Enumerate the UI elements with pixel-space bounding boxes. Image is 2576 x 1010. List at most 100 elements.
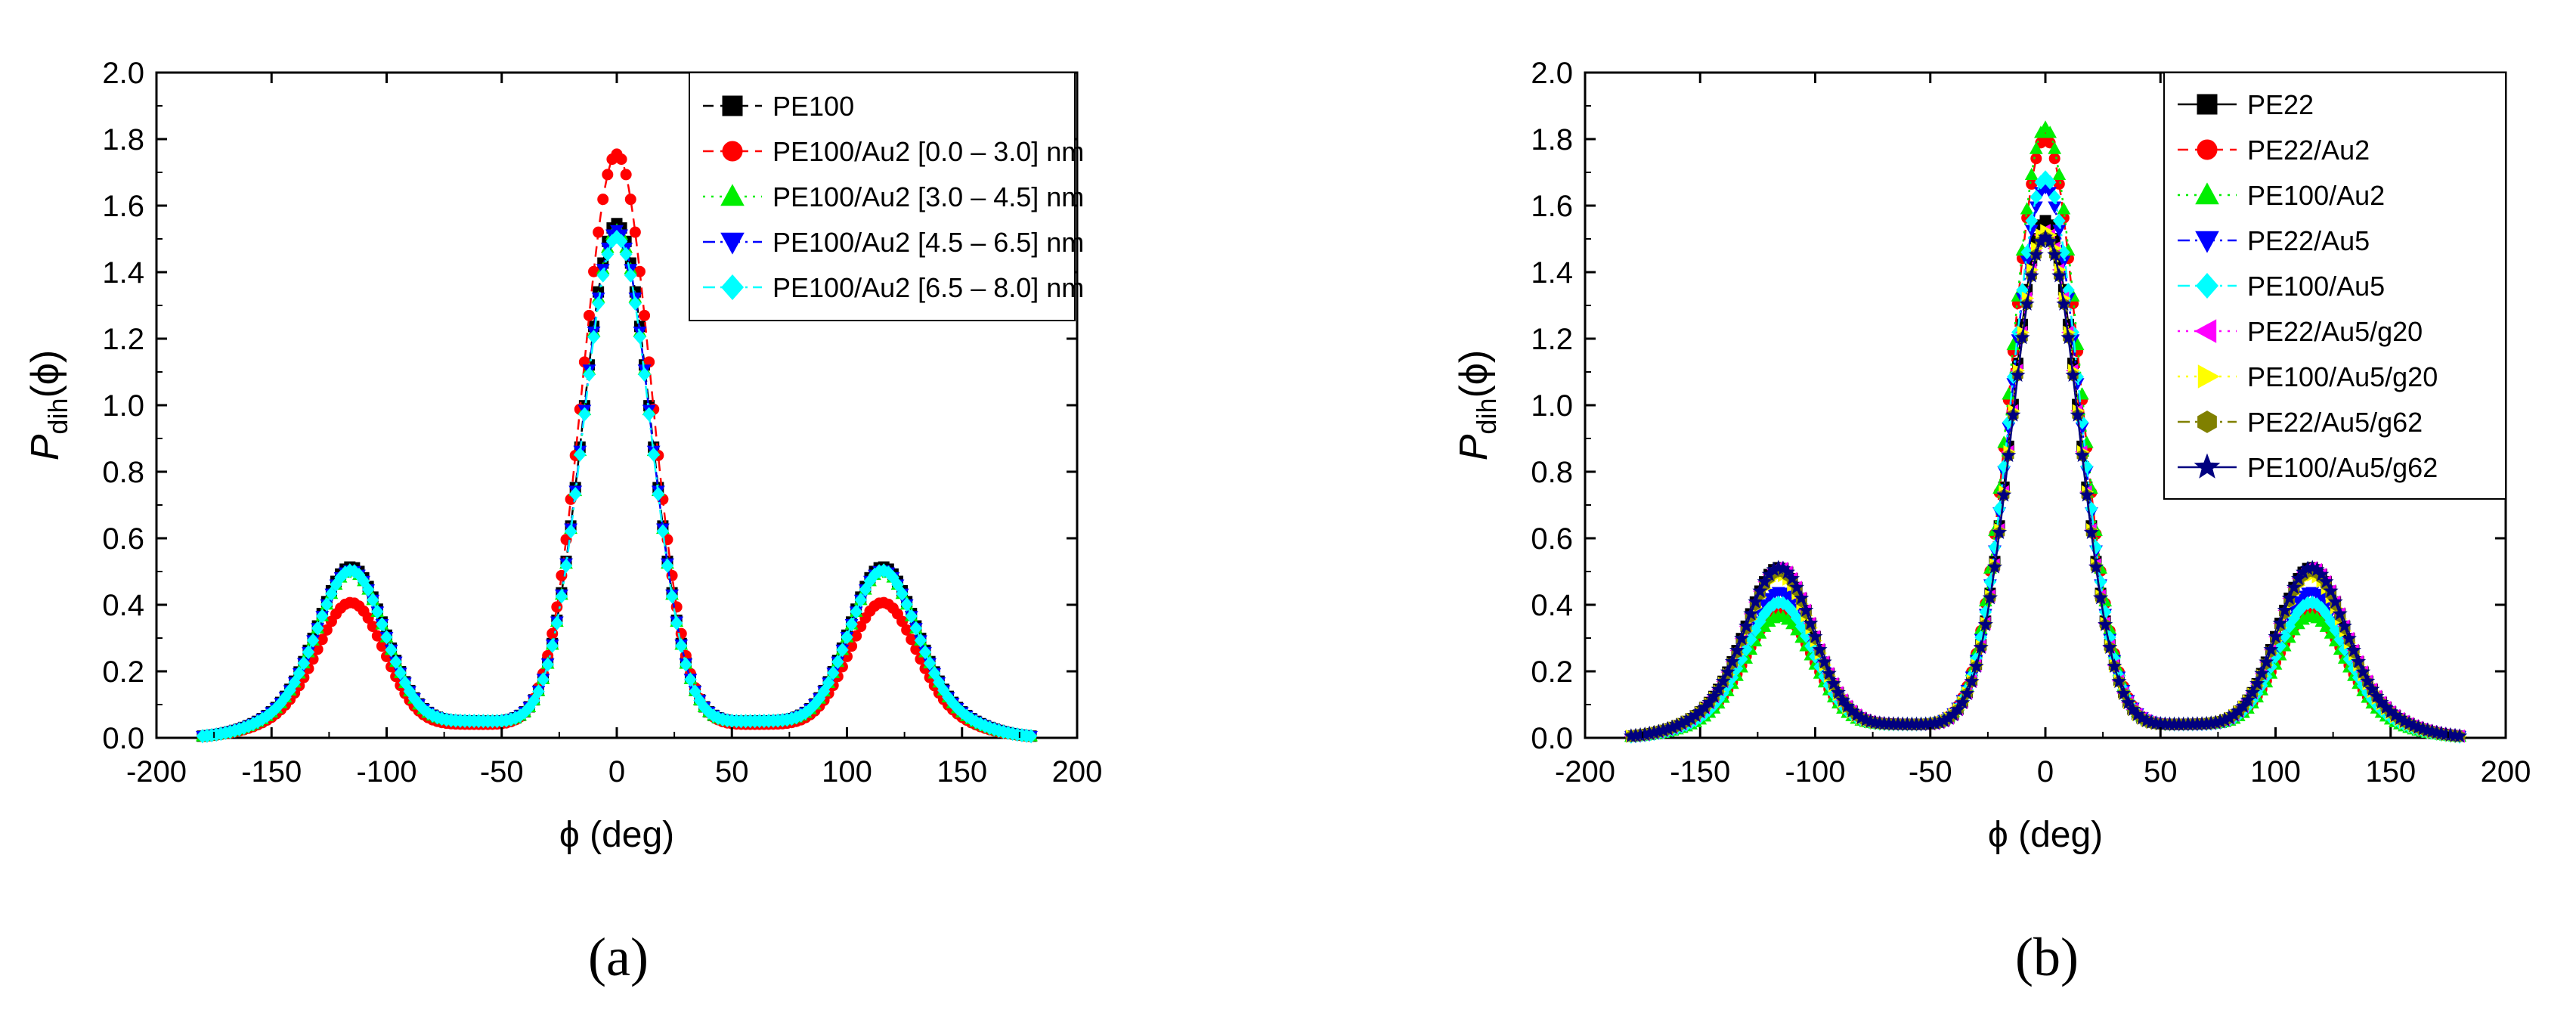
y-tick-label: 1.8	[102, 123, 144, 156]
legend: PE22 PE22/Au2 PE100/Au2 PE22/Au5 PE100/Au5 PE…	[2163, 72, 2506, 500]
data-point	[366, 593, 379, 608]
data-point	[380, 630, 393, 645]
data-point	[2047, 246, 2063, 262]
data-point	[559, 558, 573, 573]
data-point	[2318, 574, 2334, 589]
data-point	[1968, 658, 1984, 673]
data-point	[845, 617, 858, 632]
data-point	[1803, 615, 1819, 630]
data-point	[2028, 246, 2044, 262]
data-point	[836, 643, 849, 658]
data-point	[2452, 728, 2468, 743]
data-point	[2065, 367, 2081, 383]
data-point	[2278, 628, 2292, 643]
legend-marker	[720, 232, 745, 255]
data-point	[665, 589, 679, 604]
data-point	[367, 621, 379, 633]
data-point	[546, 638, 559, 653]
legend-label: PE100/Au2 [6.5 – 8.0] nm	[772, 272, 1084, 303]
data-point	[2010, 367, 2026, 383]
legend-label: PE100/Au5/g20	[2247, 361, 2438, 392]
data-point	[2014, 330, 2030, 345]
data-point	[1739, 642, 1753, 657]
axes: -200 -150 -100 -50 0 50 100 150 200 0.0 0.2 0.4 0.6 0…	[102, 57, 1102, 788]
data-point	[1955, 695, 1971, 710]
data-point	[2019, 296, 2035, 311]
data-point	[831, 654, 844, 669]
x-tick-label: -150	[241, 755, 302, 788]
data-point	[578, 407, 591, 422]
y-tick-label: 0.4	[1531, 589, 1573, 622]
y-label-main: P	[1452, 434, 1496, 460]
data-point	[2030, 153, 2042, 165]
data-point	[2235, 698, 2251, 713]
data-point	[638, 367, 651, 382]
data-point	[2327, 593, 2343, 609]
x-tick-label: 0	[2037, 755, 2054, 788]
data-point	[1821, 665, 1837, 680]
x-tick-label: 200	[1052, 755, 1103, 788]
data-point	[1720, 664, 1735, 679]
data-point	[642, 407, 655, 422]
legend-marker	[2196, 272, 2218, 299]
legend-label: PE100/Au2 [3.0 – 4.5] nm	[772, 181, 1084, 212]
data-point	[2254, 665, 2270, 680]
x-tick-label: -200	[126, 755, 187, 788]
y-tick-label: 0.4	[102, 589, 144, 622]
data-point	[2120, 695, 2136, 710]
data-point	[2351, 653, 2367, 668]
legend-marker	[2197, 364, 2220, 389]
y-axis-label: Pdih(ϕ)	[23, 350, 73, 461]
y-tick-label: 0.8	[1531, 456, 1573, 489]
data-point	[850, 604, 863, 619]
y-tick-label: 1.6	[102, 190, 144, 223]
data-point	[2341, 630, 2357, 646]
data-point	[628, 296, 642, 311]
legend-label: PE22/Au5/g62	[2247, 407, 2423, 438]
data-point	[2281, 590, 2297, 605]
data-point	[2074, 448, 2090, 463]
data-point	[900, 597, 914, 612]
data-point	[288, 675, 302, 690]
y-tick-label: 0.0	[1531, 722, 1573, 755]
data-point	[2332, 606, 2348, 621]
data-point	[2051, 268, 2067, 283]
data-point	[619, 246, 633, 262]
data-point	[2268, 628, 2283, 643]
data-point	[1779, 564, 1795, 579]
data-point	[615, 234, 628, 249]
data-point	[2259, 654, 2274, 669]
legend-marker	[2194, 453, 2221, 479]
data-point	[2043, 125, 2057, 138]
y-label-sub: dih	[42, 398, 73, 435]
data-point	[2088, 559, 2104, 574]
x-tick-label: 0	[608, 755, 625, 788]
x-axis-label: ϕ (deg)	[1988, 815, 2103, 855]
data-point	[573, 447, 587, 462]
legend-marker	[2197, 94, 2218, 115]
y-tick-label: 0.6	[102, 522, 144, 556]
data-point	[541, 657, 555, 672]
data-point	[909, 621, 923, 636]
data-point	[528, 693, 540, 708]
series-PE100/Au2 [6.5 – 8.0] nm	[196, 229, 1038, 744]
legend-marker	[2194, 319, 2217, 343]
data-point	[389, 654, 403, 669]
data-point	[670, 615, 683, 630]
legend-label: PE100/Au2 [4.5 – 6.5] nm	[772, 227, 1084, 258]
y-label-main: P	[23, 434, 67, 460]
x-tick-label: 50	[2144, 755, 2178, 788]
data-point	[615, 153, 627, 166]
data-point	[1715, 673, 1731, 688]
data-point	[2023, 268, 2039, 283]
data-point	[674, 638, 688, 653]
data-point	[551, 601, 563, 613]
panel-a: -200 -150 -100 -50 0 50 100 150 200 0.0 0.2 0.4 0.6 0…	[23, 57, 1102, 855]
data-point	[315, 609, 329, 624]
y-tick-label: 1.4	[1531, 256, 1573, 290]
y-tick-label: 2.0	[102, 57, 144, 90]
data-point	[1729, 643, 1745, 658]
data-point	[2048, 153, 2060, 165]
y-tick-label: 1.8	[1531, 123, 1573, 156]
data-point	[684, 672, 697, 687]
